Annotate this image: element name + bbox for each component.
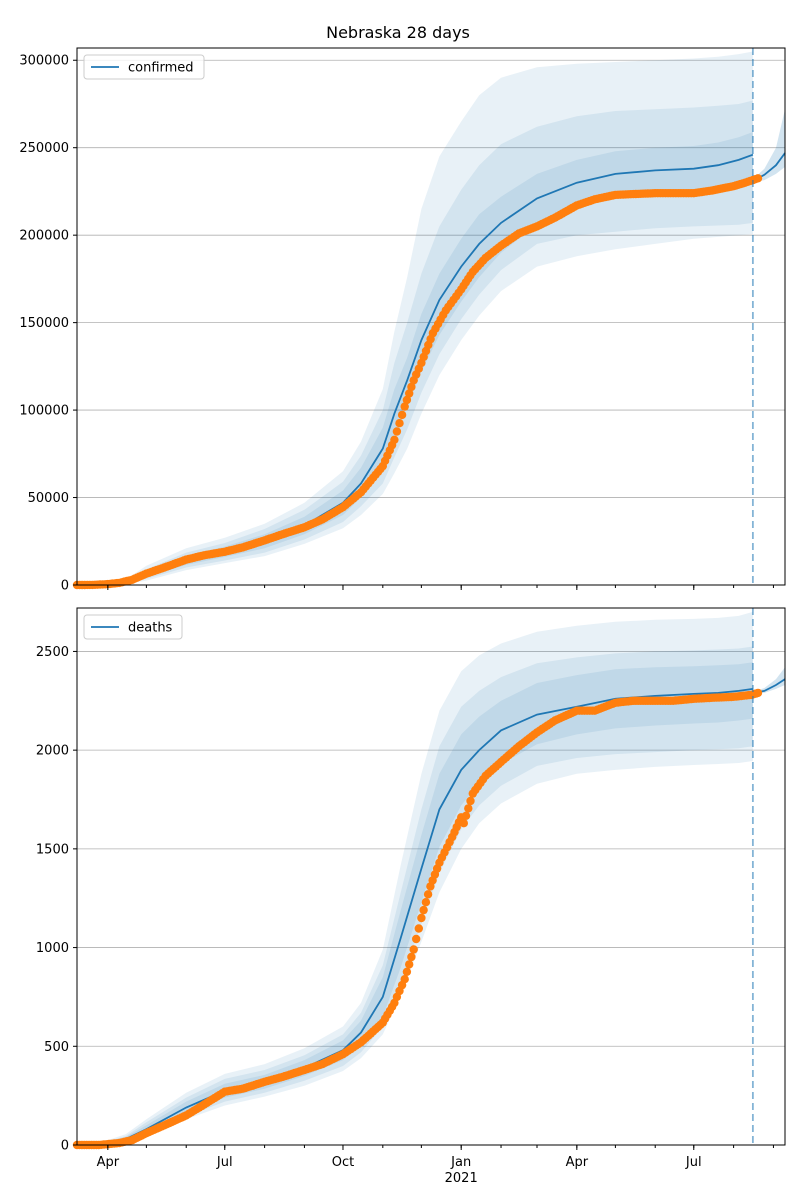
y-tick-label: 100000: [19, 404, 69, 419]
observed-point: [409, 945, 418, 954]
observed-point: [412, 934, 421, 944]
x-tick-label: Jul: [685, 1155, 702, 1170]
y-tick-label: 50000: [28, 491, 69, 506]
observed-point: [753, 174, 763, 183]
y-tick-label: 500: [44, 1040, 69, 1055]
y-tick-label: 1000: [36, 941, 69, 956]
axes-frame: [76, 607, 786, 1146]
observed-point: [421, 898, 431, 907]
y-tick-label: 0: [61, 579, 69, 594]
observed-point: [459, 819, 468, 828]
y-tick-label: 250000: [19, 141, 69, 156]
x-tick-label: Apr: [566, 1155, 589, 1170]
observed-point: [414, 924, 423, 933]
legend: confirmed: [83, 54, 205, 80]
observed-point: [461, 811, 471, 820]
y-tick-label: 2500: [36, 645, 69, 660]
y-tick-label: 200000: [19, 229, 69, 244]
deaths-panel: 0 500 1000 1500 2000 2500 deaths Apr Jul Oct Jan Ap…: [36, 607, 786, 1186]
forecast-band: [752, 667, 785, 694]
observed-point: [390, 435, 399, 444]
observed-point: [405, 389, 414, 398]
uncertainty-band: [77, 611, 753, 1145]
observed-point: [753, 688, 763, 698]
x-tick-label: Oct: [332, 1155, 354, 1170]
observed-point: [397, 410, 407, 420]
legend-box: [83, 614, 183, 640]
observed-point: [466, 796, 475, 806]
observed-point: [395, 419, 404, 428]
uncertainty-band: [77, 662, 753, 1145]
observed-point: [407, 382, 416, 392]
x-tick-label: Jan: [450, 1155, 471, 1170]
observed-point: [405, 960, 414, 969]
observed-point: [407, 952, 416, 962]
uncertainty-band: [77, 100, 753, 585]
model-line-deaths: [76, 688, 754, 1146]
legend-box: [83, 54, 205, 80]
legend: deaths: [83, 614, 183, 640]
observed-point: [419, 905, 428, 915]
y-tick-label: 2000: [36, 744, 69, 759]
observed-point: [400, 402, 409, 411]
legend-label: deaths: [128, 621, 173, 636]
observed-point: [464, 804, 473, 813]
y-tick-label: 150000: [19, 316, 69, 331]
observed-point: [423, 890, 433, 899]
y-tick-label: 1500: [36, 842, 69, 857]
confirmed-panel: 0 50000 100000 150000 200000 250000 300000 conf…: [19, 47, 786, 594]
x-tick-label: Jul: [216, 1155, 233, 1170]
x-tick-label: Apr: [97, 1155, 120, 1170]
y-tick-label: 0: [61, 1139, 69, 1154]
chart-title: Nebraska 28 days: [326, 23, 470, 42]
observed-point: [400, 975, 409, 984]
axes-frame: [76, 47, 786, 586]
uncertainty-band: [77, 51, 753, 585]
uncertainty-band: [77, 646, 753, 1145]
observed-point: [417, 913, 426, 923]
y-tick-label: 300000: [19, 54, 69, 69]
legend-label: confirmed: [128, 61, 194, 76]
observed-point: [402, 967, 412, 976]
observed-point: [402, 395, 412, 405]
x-year-label: 2021: [445, 1171, 478, 1186]
observed-point: [392, 427, 402, 436]
